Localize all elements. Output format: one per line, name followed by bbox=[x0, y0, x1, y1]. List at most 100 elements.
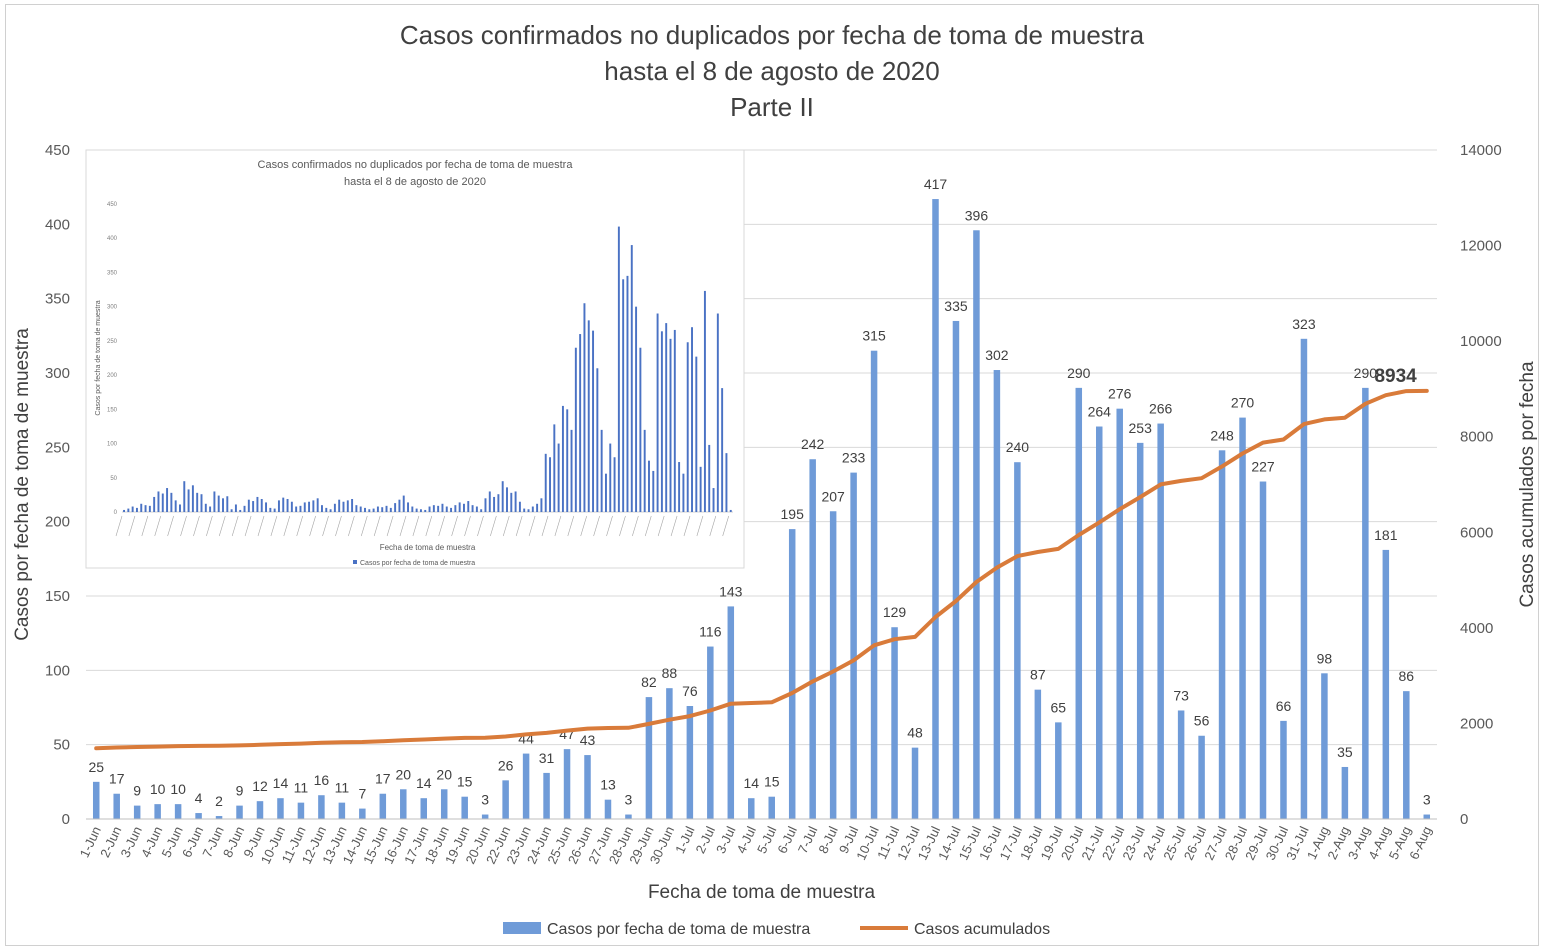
bar bbox=[584, 755, 591, 819]
inset-bar bbox=[540, 498, 543, 512]
y-tick-label: 50 bbox=[53, 737, 70, 754]
bar-data-label: 323 bbox=[1292, 316, 1316, 332]
bar bbox=[707, 646, 714, 819]
bar bbox=[891, 627, 898, 819]
inset-bar bbox=[321, 505, 323, 512]
inset-background bbox=[85, 149, 745, 569]
bar bbox=[215, 816, 223, 819]
inset-bar bbox=[557, 443, 560, 512]
bar bbox=[850, 472, 857, 819]
inset-x-tick-mark bbox=[451, 515, 458, 537]
inset-x-tick-mark bbox=[399, 515, 407, 537]
inset-subtitle: hasta el 8 de agosto de 2020 bbox=[344, 176, 486, 188]
inset-y-tick-label: 50 bbox=[110, 476, 117, 482]
inset-bar bbox=[161, 493, 164, 512]
inset-bar bbox=[303, 502, 306, 512]
bar bbox=[174, 804, 182, 819]
inset-bar bbox=[643, 429, 646, 512]
inset-y-tick-label: 100 bbox=[107, 442, 118, 448]
bar bbox=[563, 749, 571, 819]
legend-label-bars: Casos por fecha de toma de muestra bbox=[547, 921, 810, 938]
inset-bar bbox=[209, 506, 212, 512]
inset-bar bbox=[282, 497, 285, 512]
inset-bar bbox=[553, 424, 556, 512]
inset-bar bbox=[243, 505, 246, 512]
bar-data-label: 290 bbox=[1354, 365, 1378, 381]
inset-bar bbox=[622, 279, 625, 512]
inset-bar bbox=[252, 501, 255, 512]
bar-data-label: 13 bbox=[600, 777, 616, 793]
bar-data-label: 11 bbox=[294, 780, 309, 796]
bar-data-label: 2 bbox=[215, 793, 223, 809]
cumulative-end-label: 8934 bbox=[1374, 366, 1417, 387]
inset-bar bbox=[561, 405, 564, 512]
inset-x-tick-mark bbox=[193, 515, 200, 537]
bar bbox=[338, 802, 346, 819]
inset-x-tick-mark bbox=[490, 515, 497, 537]
bar bbox=[1239, 417, 1246, 819]
inset-y-tick-label: 150 bbox=[107, 407, 118, 413]
inset-bar bbox=[131, 506, 134, 512]
inset-bar bbox=[480, 509, 483, 512]
bar-data-label: 86 bbox=[1399, 668, 1415, 684]
inset-x-tick-mark bbox=[270, 515, 278, 537]
bar-data-label: 98 bbox=[1317, 650, 1333, 666]
bar-data-label: 7 bbox=[358, 786, 366, 802]
inset-x-tick-mark bbox=[580, 515, 587, 537]
inset-x-tick-mark bbox=[167, 515, 174, 537]
inset-bar bbox=[260, 498, 263, 512]
inset-bar bbox=[174, 500, 177, 512]
bar-data-label: 3 bbox=[625, 792, 633, 808]
bar bbox=[1014, 462, 1021, 819]
inset-bar bbox=[518, 501, 521, 512]
bar-data-label: 14 bbox=[743, 775, 759, 791]
inset-bar bbox=[450, 507, 453, 512]
bar bbox=[461, 796, 468, 819]
inset-y-tick-label: 200 bbox=[107, 373, 118, 379]
inset-bar bbox=[432, 505, 435, 512]
bar bbox=[1136, 442, 1144, 819]
bar bbox=[1096, 426, 1103, 819]
inset-x-tick-mark bbox=[502, 515, 510, 537]
legend-label-line: Casos acumulados bbox=[914, 921, 1050, 938]
inset-bar bbox=[342, 501, 345, 512]
inset-y-tick-label: 300 bbox=[107, 305, 118, 311]
inset-bar bbox=[445, 506, 448, 512]
bar bbox=[748, 798, 755, 819]
inset-x-tick-mark bbox=[115, 515, 123, 537]
bar-data-label: 17 bbox=[375, 771, 391, 787]
y2-tick-label: 12000 bbox=[1460, 238, 1502, 255]
y2-axis-title: Casos acumulados por fecha bbox=[1517, 361, 1538, 608]
bar-data-label: 87 bbox=[1030, 667, 1046, 683]
bar-data-label: 129 bbox=[883, 604, 907, 620]
inset-x-tick-mark bbox=[283, 515, 291, 537]
bar bbox=[502, 780, 509, 819]
bar bbox=[297, 802, 305, 819]
inset-bar bbox=[148, 505, 151, 512]
inset-bar bbox=[140, 503, 143, 512]
inset-x-tick-mark bbox=[373, 515, 381, 537]
inset-bar bbox=[144, 505, 147, 512]
y-tick-label: 100 bbox=[45, 662, 70, 679]
inset-bar bbox=[402, 495, 405, 512]
inset-bar bbox=[639, 347, 642, 512]
bar-data-label: 3 bbox=[481, 792, 489, 808]
bar-data-label: 248 bbox=[1210, 427, 1234, 443]
inset-bar bbox=[316, 498, 319, 512]
bar bbox=[1362, 387, 1369, 819]
bar bbox=[481, 814, 489, 819]
inset-bar bbox=[630, 245, 633, 513]
inset-bar bbox=[523, 508, 526, 512]
inset-x-tick-mark bbox=[722, 515, 729, 537]
inset-bar bbox=[385, 505, 388, 512]
bar bbox=[1321, 673, 1328, 819]
inset-bar bbox=[222, 498, 224, 512]
bar bbox=[522, 753, 530, 819]
inset-bar bbox=[729, 509, 732, 512]
inset-x-tick-mark bbox=[541, 515, 549, 537]
inset-x-tick-mark bbox=[244, 515, 252, 537]
bar bbox=[1259, 481, 1267, 819]
inset-bar bbox=[462, 503, 465, 512]
bar-data-label: 302 bbox=[985, 347, 1009, 363]
inset-bar bbox=[579, 334, 582, 512]
